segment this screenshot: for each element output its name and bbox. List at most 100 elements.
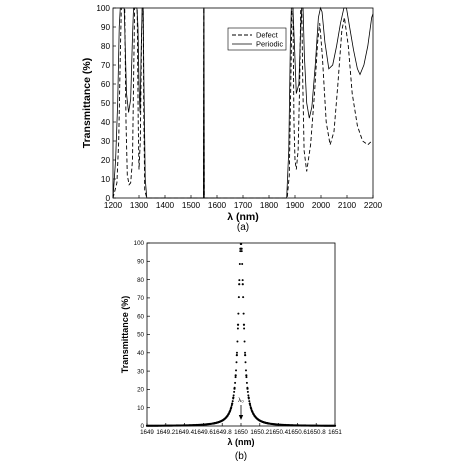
chart-a-x-tick-label: 1400 (156, 201, 175, 210)
chart-b-data-point (247, 394, 250, 397)
chart-b-x-tick-label: 1650 (234, 429, 248, 436)
series-periodic-line (112, 6, 374, 199)
chart-b-data-point (230, 406, 233, 409)
chart-b-y-tick-label: 10 (137, 405, 144, 412)
chart-b-data-point (240, 242, 243, 245)
chart-b-x-tick-label: 1649.2 (156, 429, 175, 436)
chart-a: 1200 1300 1400 1500 1600 1700 1800 1900 2000 2100… (81, 4, 383, 233)
chart-b-data-point (249, 404, 252, 407)
chart-b: 1649 1649.2 1649.4 1649.6 1649.8 1650 1650.2 16… (120, 240, 342, 462)
chart-a-y-tick-label: 40 (101, 118, 111, 127)
chart-b-x-tick-label: 1650.2 (250, 429, 269, 436)
chart-b-y-tick-label: 30 (137, 368, 144, 375)
chart-b-data-point (234, 374, 237, 377)
chart-b-y-tick-label: 70 (137, 295, 144, 302)
chart-a-curves (112, 6, 374, 199)
lambda0-annotation: λ₀ (238, 397, 244, 404)
chart-a-y-tick-label: 50 (101, 99, 111, 108)
chart-a-y-tick-label: 70 (101, 61, 111, 70)
chart-b-data-point (234, 381, 237, 384)
chart-b-data-point (233, 390, 236, 393)
chart-a-x-tick-label: 2000 (312, 201, 331, 210)
chart-b-data-point (245, 376, 248, 379)
chart-b-data-point (236, 340, 239, 343)
chart-b-data-point (248, 402, 251, 405)
chart-b-x-tick-label: 1650.6 (288, 429, 307, 436)
chart-b-data-point (241, 279, 244, 282)
chart-b-x-tick-label: 1650.8 (307, 429, 326, 436)
chart-b-y-tick-label: 60 (137, 313, 144, 320)
chart-a-y-tick-label: 60 (101, 80, 111, 89)
chart-b-data-point (246, 390, 249, 393)
chart-a-legend: Defect Periodic (227, 27, 287, 51)
chart-b-data-point (268, 422, 271, 425)
chart-a-x-tick-label: 1900 (286, 201, 305, 210)
chart-b-data-point (235, 351, 238, 354)
chart-b-x-tick-label: 1650.4 (269, 429, 288, 436)
series-defect-line (112, 7, 373, 199)
chart-b-x-tick-label: 1649 (140, 429, 154, 436)
chart-a-y-tick-label: 20 (101, 156, 111, 165)
chart-b-data-point (242, 323, 246, 326)
chart-b-x-tick-label: 1649.4 (175, 429, 194, 436)
chart-a-x-tick-label: 1700 (234, 201, 253, 210)
chart-b-data-point (243, 327, 246, 330)
chart-b-data-point (242, 296, 245, 299)
chart-b-data-point (242, 312, 245, 315)
chart-b-data-point (246, 386, 249, 389)
chart-b-data-point (236, 327, 239, 330)
chart-b-data-point (240, 250, 243, 253)
chart-a-y-tick-label: 0 (105, 194, 110, 203)
chart-b-data-point (240, 247, 243, 250)
chart-a-x-axis-label: λ (nm) (227, 211, 259, 223)
chart-b-x-tick-label: 1649.8 (213, 429, 232, 436)
chart-b-y-tick-label: 100 (134, 240, 145, 247)
chart-b-y-tick-label: 90 (137, 259, 144, 266)
chart-a-y-tick-label: 10 (101, 175, 111, 184)
chart-b-data-point (238, 279, 241, 282)
chart-a-x-tick-label: 2200 (364, 201, 383, 210)
chart-b-data-point (233, 386, 236, 389)
chart-b-y-tick-label: 80 (137, 277, 144, 284)
chart-b-data-point (243, 340, 246, 343)
chart-b-data-point (247, 397, 250, 400)
chart-a-y-tick-label: 90 (101, 23, 111, 32)
chart-b-data-point (244, 354, 247, 357)
chart-b-data-point (229, 407, 232, 410)
chart-b-data-point (235, 361, 238, 364)
chart-b-data-point (234, 376, 237, 379)
chart-b-y-tick-label: 0 (141, 423, 145, 430)
chart-b-data-point (248, 400, 251, 403)
chart-b-data-point (239, 250, 242, 253)
chart-a-x-tick-label: 1500 (182, 201, 201, 210)
chart-b-data-point (244, 361, 247, 364)
chart-b-y-tick-label: 50 (137, 332, 144, 339)
chart-b-x-tick-label: 1651 (328, 429, 342, 436)
chart-b-data-point (237, 312, 240, 315)
chart-b-data-point (231, 400, 234, 403)
panel-label-b: (b) (235, 451, 247, 462)
chart-a-y-tick-label: 30 (101, 137, 111, 146)
chart-b-data-point (245, 374, 248, 377)
chart-a-y-tick-label: 80 (101, 42, 111, 51)
chart-b-data-point (245, 381, 248, 384)
chart-b-data-point (235, 354, 238, 357)
chart-b-data-point (237, 296, 240, 299)
chart-b-data-point (244, 351, 247, 354)
chart-b-data-point (241, 283, 244, 286)
chart-b-data-point (249, 406, 252, 409)
chart-a-ticks: 1200 1300 1400 1500 1600 1700 1800 1900 2000 2100… (96, 4, 382, 210)
chart-b-y-tick-label: 20 (137, 387, 144, 394)
chart-b-data-point (232, 397, 235, 400)
chart-b-x-axis-label: λ (nm) (228, 437, 255, 447)
chart-a-x-tick-label: 1300 (130, 201, 149, 210)
chart-b-y-tick-label: 40 (137, 350, 144, 357)
chart-b-x-tick-label: 1649.6 (194, 429, 213, 436)
legend-label-periodic: Periodic (256, 40, 283, 49)
legend-label-defect: Defect (256, 31, 279, 40)
chart-b-data-point (238, 263, 241, 266)
chart-b-data-point (230, 404, 233, 407)
chart-b-data-point (235, 369, 238, 372)
chart-b-y-axis-label: Transmittance (%) (120, 296, 130, 374)
